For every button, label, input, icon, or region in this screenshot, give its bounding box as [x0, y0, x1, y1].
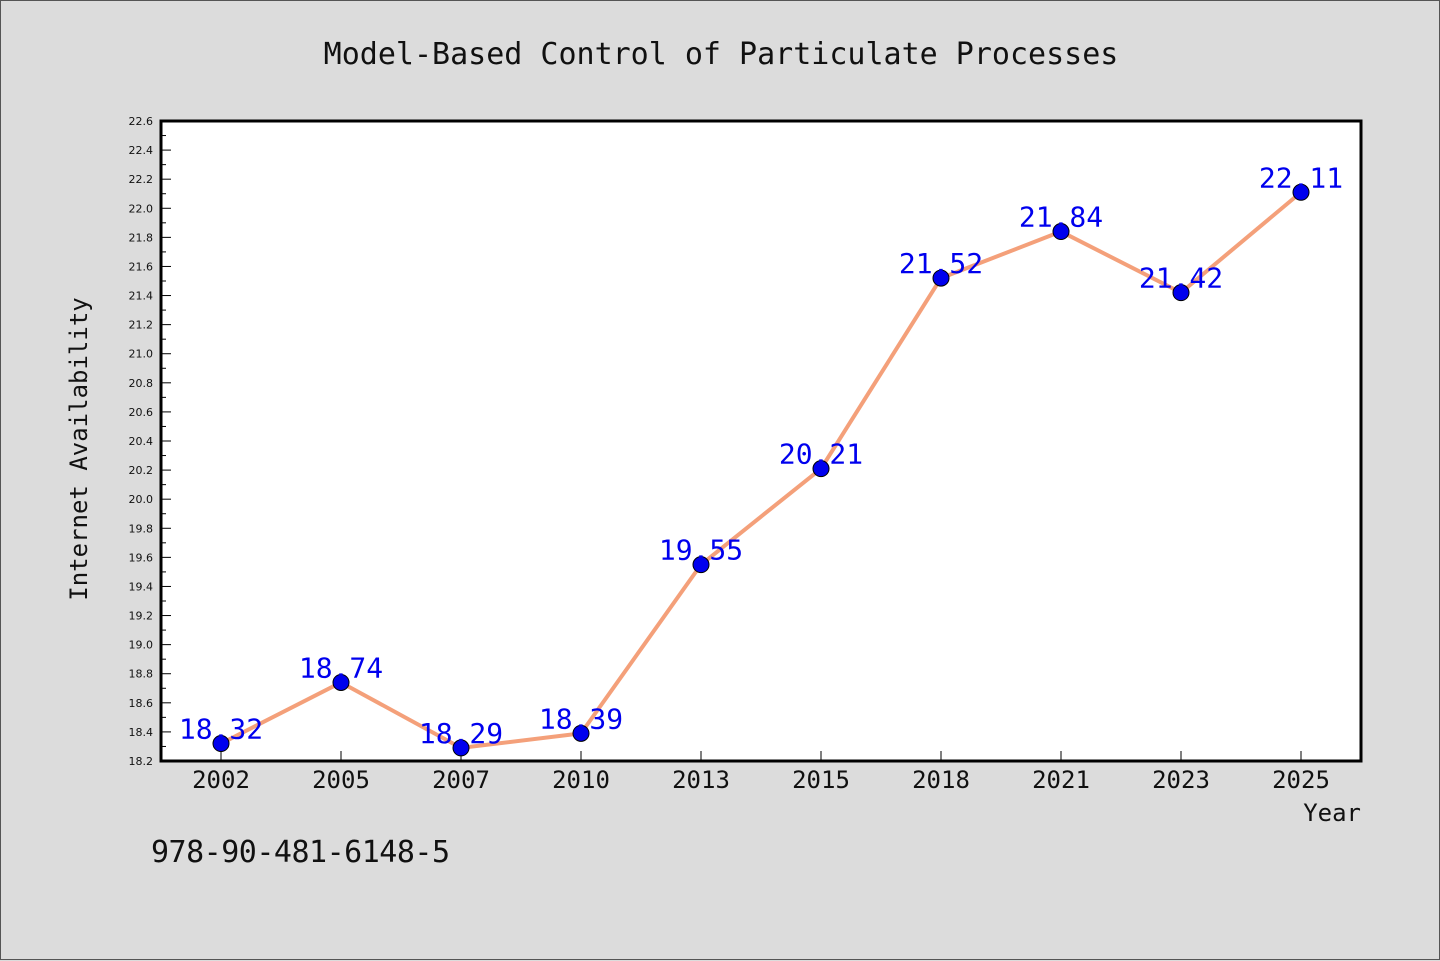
data-point-marker: [812, 460, 830, 478]
y-tick-label: 18.6: [129, 697, 154, 710]
x-tick-label: 2018: [912, 766, 970, 794]
data-label: 21.84: [1019, 201, 1103, 234]
y-tick-label: 20.4: [129, 435, 154, 448]
x-axis-title: Year: [1303, 799, 1361, 827]
y-tick-label: 20.8: [129, 377, 154, 390]
data-label: 20.21: [779, 438, 863, 471]
x-tick-label: 2005: [312, 766, 370, 794]
data-label: 18.32: [179, 713, 263, 746]
y-tick-label: 20.2: [129, 464, 154, 477]
data-point-marker: [1052, 223, 1070, 241]
y-tick-label: 20.6: [129, 406, 154, 419]
y-tick-label: 21.4: [129, 290, 154, 303]
series-line: [219, 190, 1303, 750]
data-label: 18.74: [299, 651, 383, 684]
data-label: 18.39: [539, 702, 623, 735]
data-point-marker: [572, 724, 590, 742]
x-axis: 2002 2005 2007 2010 2013 2015 2018 2021 2023 2025: [192, 751, 1330, 794]
y-axis-title: Internet Availability: [65, 297, 93, 600]
series-line-group: [219, 190, 1303, 750]
y-tick-label: 19.8: [129, 522, 154, 535]
x-tick-label: 2002: [192, 766, 250, 794]
x-tick-label: 2007: [432, 766, 490, 794]
data-point-marker: [1292, 183, 1310, 201]
data-markers: [212, 183, 1310, 757]
isbn-text: 978-90-481-6148-5: [151, 835, 450, 870]
y-tick-label: 18.8: [129, 668, 154, 681]
y-axis: 18.2 18.4 18.6 18.8 19.0 19.2 19.4 19.6 19.8 20.0…: [129, 115, 171, 768]
y-tick-label: 22.6: [129, 115, 154, 128]
data-point-marker: [932, 269, 950, 287]
y-tick-label: 22.2: [129, 173, 154, 186]
data-point-marker: [332, 673, 350, 691]
data-label: 19.55: [659, 534, 743, 567]
x-tick-label: 2025: [1272, 766, 1330, 794]
data-point-marker: [692, 556, 710, 574]
y-tick-label: 19.0: [129, 639, 154, 652]
data-label: 22.11: [1259, 161, 1343, 194]
data-point-marker: [452, 739, 470, 757]
y-tick-label: 18.2: [129, 755, 154, 768]
data-point-marker: [1172, 284, 1190, 302]
data-label: 21.52: [899, 247, 983, 280]
y-tick-label: 22.4: [129, 144, 154, 157]
x-tick-label: 2015: [792, 766, 850, 794]
x-tick-label: 2010: [552, 766, 610, 794]
y-tick-label: 18.4: [129, 726, 154, 739]
data-label: 18.29: [419, 717, 503, 750]
y-tick-label: 21.8: [129, 231, 154, 244]
plot-area: [159, 119, 1363, 763]
data-point-marker: [212, 735, 230, 753]
y-tick-label: 19.6: [129, 551, 154, 564]
y-tick-label: 19.4: [129, 580, 154, 593]
chart-title: Model-Based Control of Particulate Proce…: [324, 37, 1119, 72]
y-tick-label: 21.0: [129, 348, 154, 361]
y-tick-label: 19.2: [129, 610, 154, 623]
x-tick-label: 2023: [1152, 766, 1210, 794]
data-label: 21.42: [1139, 262, 1223, 295]
y-tick-label: 21.6: [129, 260, 154, 273]
y-tick-label: 22.0: [129, 202, 154, 215]
y-tick-label: 20.0: [129, 493, 154, 506]
y-tick-label: 21.2: [129, 319, 154, 332]
x-tick-label: 2021: [1032, 766, 1090, 794]
x-tick-label: 2013: [672, 766, 730, 794]
data-labels: 18.32 18.74 18.29 18.39 19.55 20.21 21.52 21.84…: [179, 161, 1343, 750]
